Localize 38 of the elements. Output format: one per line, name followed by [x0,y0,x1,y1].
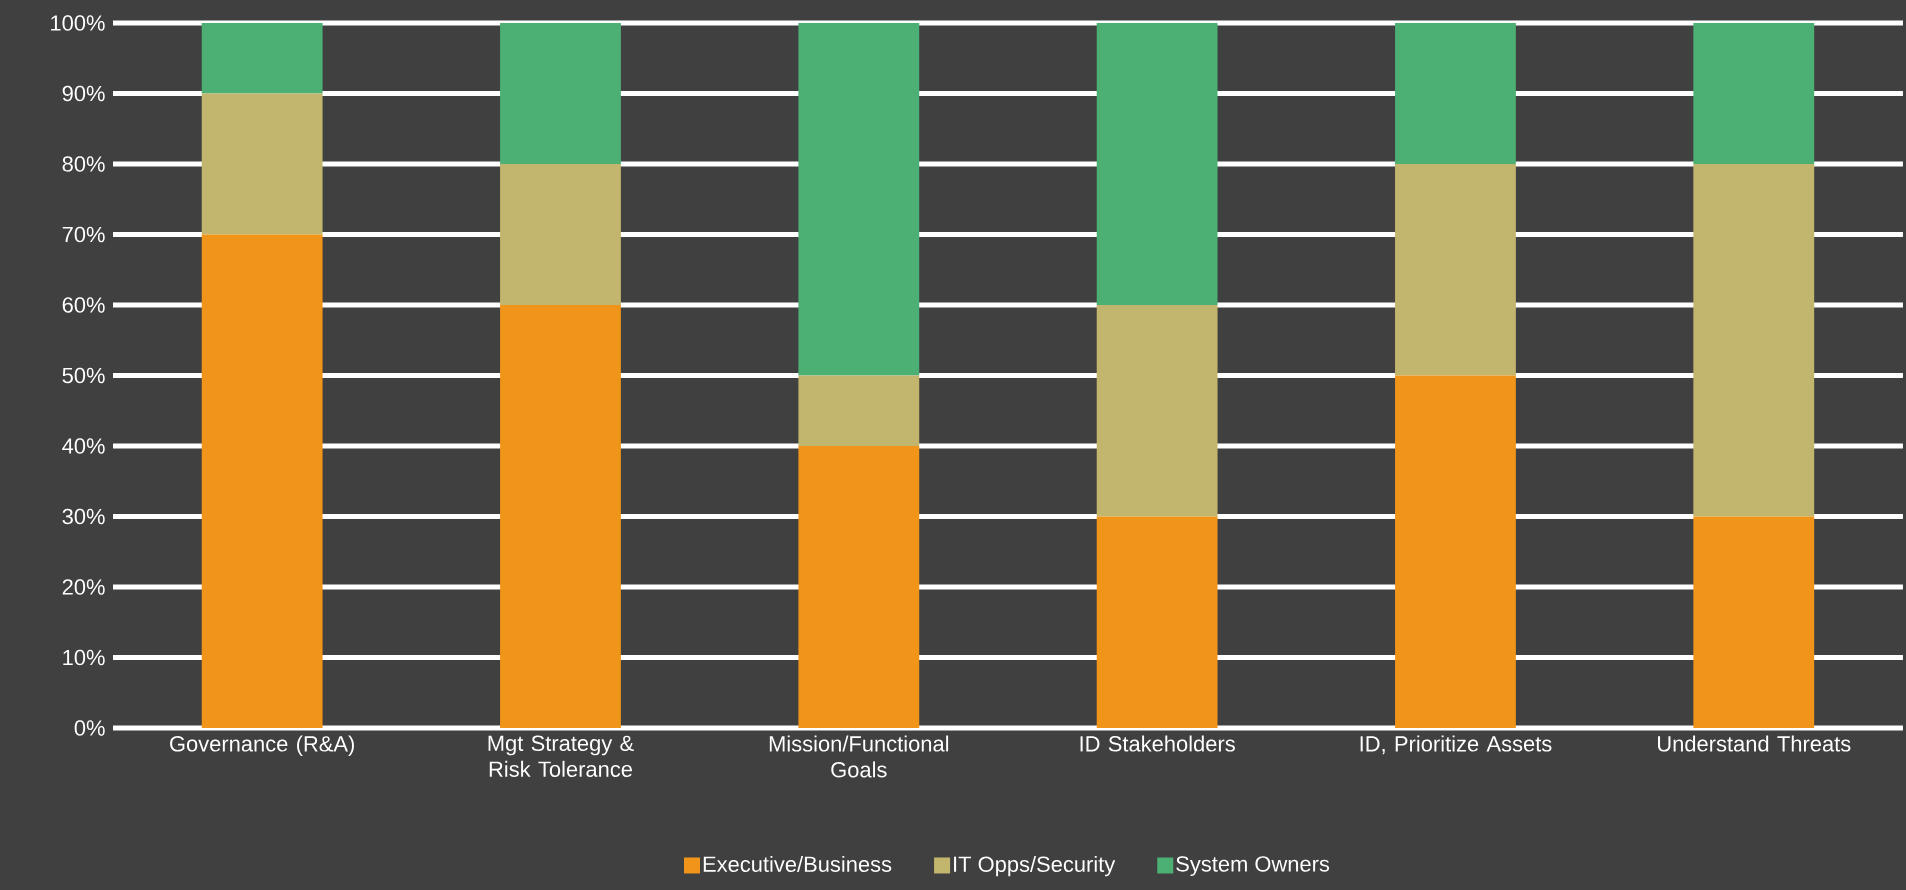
x-tick-label: Mgt Strategy & Risk Tolerance [488,735,634,777]
bar [798,446,920,728]
y-tick-label: 60% [62,297,105,313]
y-tick-label: 20% [62,579,105,595]
y-tick-label: 70% [62,226,105,243]
x-tick-label: ID, Prioritize Assets [1360,735,1552,755]
y-tick-label: 30% [62,508,105,525]
y-tick-label: 0% [74,720,105,736]
bar [1693,163,1815,517]
bar [201,93,323,235]
bar [1693,22,1815,164]
bar [1395,22,1516,164]
bar [500,163,621,305]
legend-label: Executive/Business [703,855,892,872]
y-tick-label: 80% [62,156,105,172]
bar [1395,163,1516,376]
bar [1693,516,1815,728]
x-tick-label: Governance (R&A) [170,735,354,756]
y-tick-label: 90% [62,85,105,102]
y-tick-label: 100% [51,15,105,31]
y-tick-label: 40% [62,438,105,454]
bar [201,22,323,94]
y-tick-label: 10% [63,649,105,666]
x-tick-label: Understand Threats [1658,735,1851,752]
bar [798,375,920,446]
bar [1096,305,1218,517]
bar [1096,22,1218,305]
bar [1395,375,1516,728]
legend-label: System Owners [1176,856,1330,877]
bar [201,234,323,728]
y-tick-label: 50% [62,367,105,384]
legend-label: IT Opps/Security [954,855,1116,877]
x-tick-label: Mission/Functional Goals [769,735,949,778]
bar [500,22,621,164]
bar [1096,516,1218,728]
bar [798,22,920,376]
bar [500,305,621,728]
x-tick-label: ID Stakeholders [1080,735,1235,752]
